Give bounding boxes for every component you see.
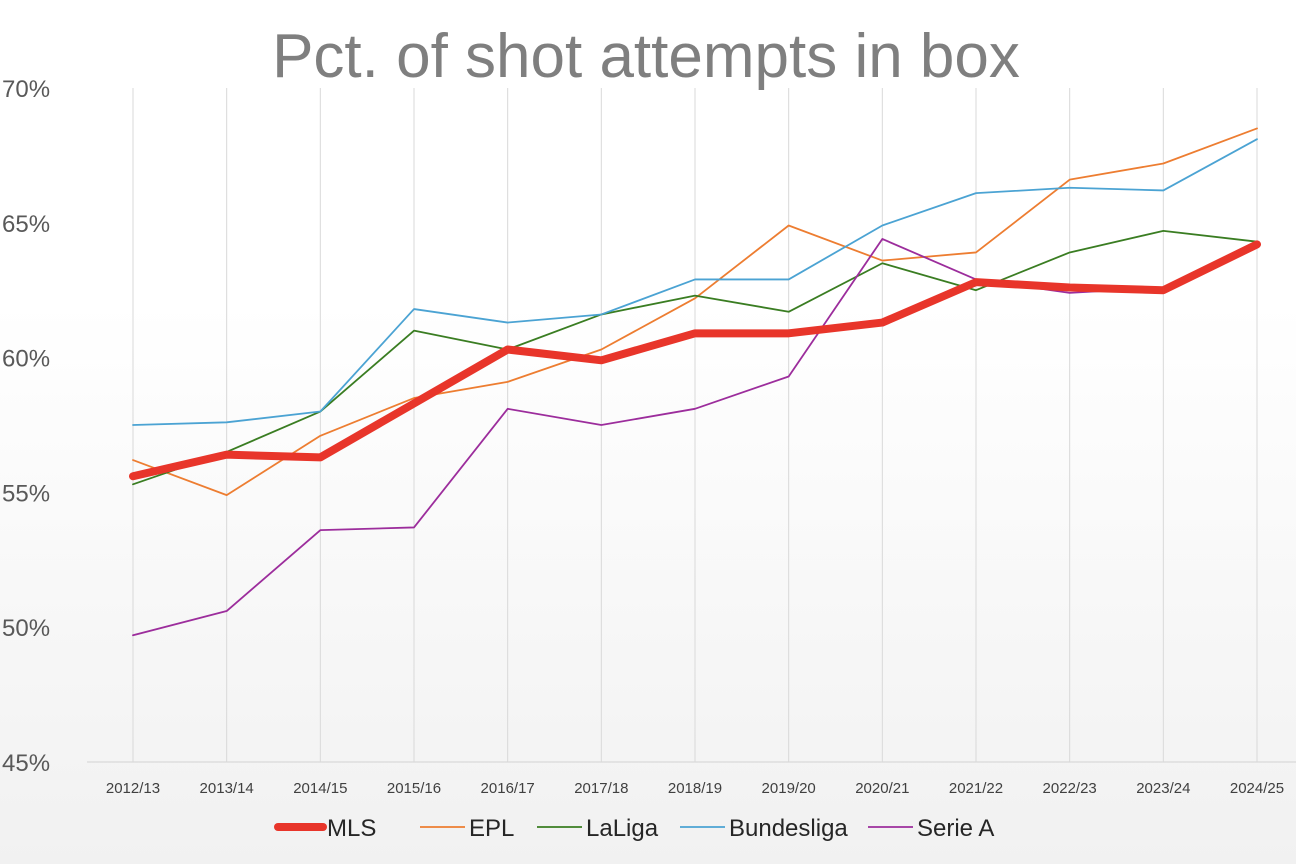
- x-tick-label: 2018/19: [668, 780, 722, 797]
- series-line-epl: [132, 127, 1258, 496]
- x-tick-label: 2023/24: [1136, 780, 1190, 797]
- legend-label-mls: MLS: [327, 815, 376, 842]
- x-tick-label: 2016/17: [481, 780, 535, 797]
- x-tick-label: 2021/22: [949, 780, 1003, 797]
- legend-label-serie-a: Serie A: [917, 815, 994, 842]
- series-line-serie-a: [132, 238, 1258, 637]
- x-tick-label: 2012/13: [106, 780, 160, 797]
- x-tick-label: 2015/16: [387, 780, 441, 797]
- series-lines: [129, 127, 1261, 637]
- y-tick-label: 45%: [2, 750, 50, 777]
- x-tick-label: 2019/20: [762, 780, 816, 797]
- x-tick-label: 2022/23: [1043, 780, 1097, 797]
- y-tick-label: 55%: [2, 480, 50, 507]
- x-axis-ticks: 2012/13 2013/14 2014/15 2015/16 2016/17 2017/…: [106, 780, 1284, 797]
- legend-label-laliga: LaLiga: [586, 815, 659, 842]
- y-axis-ticks: 45% 50% 55% 60% 65% 70%: [2, 76, 50, 777]
- y-tick-label: 60%: [2, 346, 50, 373]
- x-tick-label: 2017/18: [574, 780, 628, 797]
- legend-label-epl: EPL: [469, 815, 514, 842]
- x-tick-label: 2014/15: [293, 780, 347, 797]
- chart-title: Pct. of shot attempts in box: [272, 22, 1020, 91]
- x-tick-label: 2024/25: [1230, 780, 1284, 797]
- y-tick-label: 70%: [2, 76, 50, 103]
- series-line-mls: [129, 240, 1261, 481]
- legend-label-bundesliga: Bundesliga: [729, 815, 848, 842]
- y-tick-label: 50%: [2, 615, 50, 642]
- x-tick-label: 2020/21: [855, 780, 909, 797]
- series-line-bundesliga: [132, 138, 1258, 426]
- legend: MLS EPL LaLiga Bundesliga Serie A: [274, 815, 994, 842]
- y-tick-label: 65%: [2, 211, 50, 238]
- x-tick-label: 2013/14: [200, 780, 254, 797]
